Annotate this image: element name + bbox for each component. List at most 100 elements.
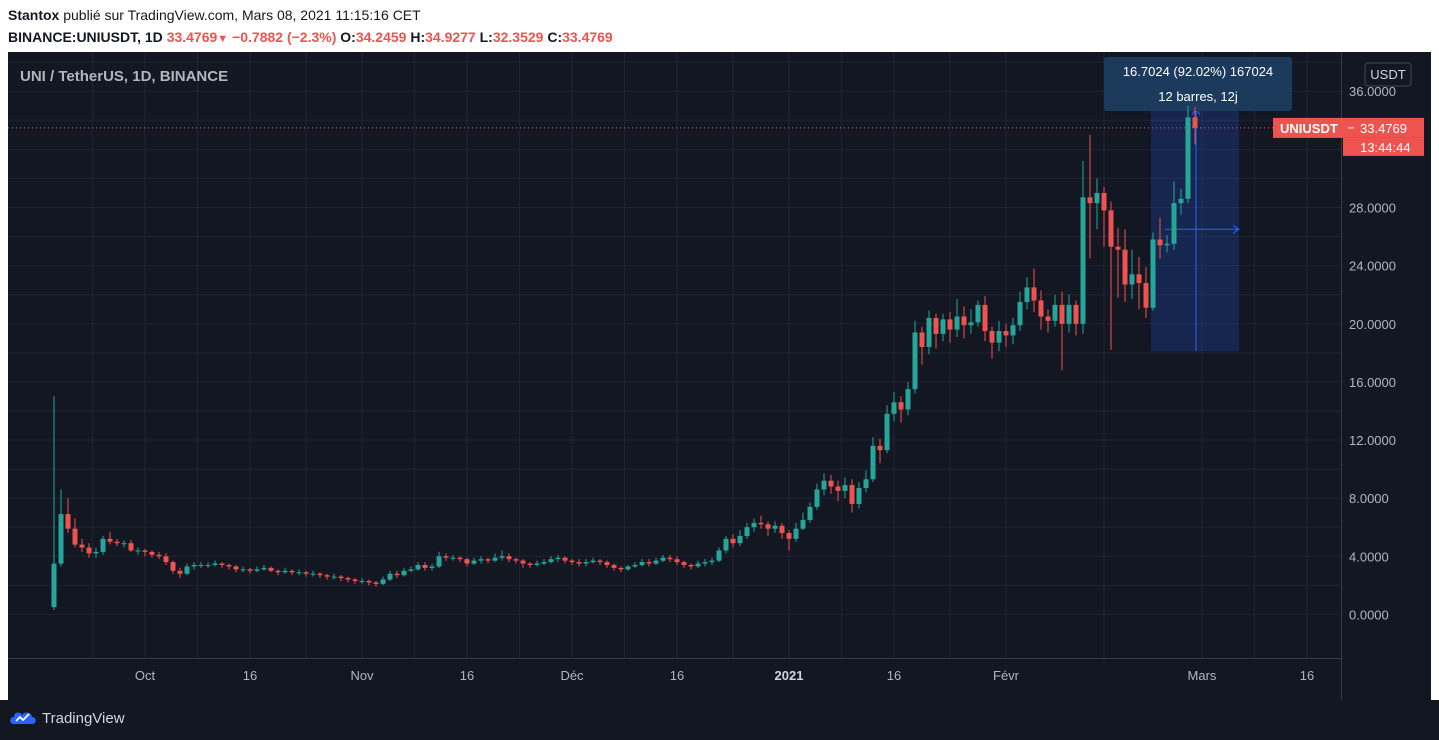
x-tick-label: 16 [1300,668,1314,683]
candle-body [870,445,876,480]
candle-body [562,557,568,561]
candle-body [688,564,694,567]
candlestick-chart[interactable]: Oct 16 Nov 16 Déc 16 2021 16 Févr Mars 16 16.7024 … [8,52,1431,700]
candle-body [219,563,225,565]
candle-body [772,525,778,529]
candle-body [800,519,806,529]
candle-body [464,559,470,564]
price-label-value: 33.4769 [1360,121,1407,136]
candle-body [58,514,64,564]
candle-body [940,319,946,334]
candle-body [1101,192,1107,211]
candle-body [933,317,939,334]
candle-body [135,550,141,552]
candle-body [1143,283,1149,308]
candle-body [436,556,442,567]
candle-body [849,485,855,504]
open-label: O: [340,29,356,45]
candle-body [737,535,743,544]
candle-body [1052,304,1058,321]
author-name[interactable]: Stantox [8,7,60,23]
candle-body [184,566,190,574]
y-tick-label: 4.0000 [1349,549,1389,564]
candle-body [142,550,148,552]
candle-body [506,556,512,560]
candle-body [1185,117,1191,199]
candles [51,105,1198,611]
tradingview-logo[interactable]: TradingView [8,708,125,728]
candle-body [1038,300,1044,317]
arrow-right-icon [1232,224,1240,234]
candle-body [205,564,211,566]
candle-body [695,563,701,567]
candle-body [527,563,533,565]
candle-body [170,562,176,571]
chart-area[interactable]: Oct 16 Nov 16 Déc 16 2021 16 Févr Mars 16 16.7024 … [8,52,1431,700]
candle-body [1115,246,1121,250]
candle-body [779,525,785,534]
candle-body [65,514,71,529]
close-value: 33.4769 [562,29,613,45]
ohlc-line: BINANCE:UNIUSDT, 1D 33.4769▼ −0.7882 (−2… [8,29,613,45]
candle-body [891,402,897,414]
publish-line: Stantox publié sur TradingView.com, Mars… [8,7,421,23]
close-label: C: [547,29,563,45]
candle-body [835,486,841,491]
candle-body [408,569,414,571]
candle-body [338,576,344,579]
candle-body [422,564,428,568]
x-tick-label: 2021 [775,668,804,683]
tradingview-cloud-icon [10,712,36,724]
candle-body [730,538,736,544]
y-tick-label: 24.0000 [1349,259,1396,274]
candle-body [905,389,911,410]
candle-body [198,564,204,566]
x-tick-label: 16 [887,668,901,683]
candle-body [597,560,603,563]
candle-body [884,413,890,451]
x-tick-label: 16 [670,668,684,683]
candle-body [72,528,78,545]
candle-body [702,562,708,564]
candle-body [744,527,750,536]
candle-body [86,547,92,554]
candle-body [429,566,435,568]
candle-body [450,557,456,559]
y-tick-label: 0.0000 [1349,607,1389,622]
candle-body [128,543,134,551]
candle-body [492,557,498,561]
low-value: 32.3529 [492,29,544,45]
candle-body [765,524,771,529]
candle-body [982,304,988,332]
candle-body [226,564,232,567]
candle-body [1087,197,1093,204]
measure-info-box [1104,57,1292,111]
candle-body [401,570,407,576]
price-label-name: UNIUSDT [1280,121,1338,136]
candle-body [975,304,981,323]
candle-body [93,551,99,554]
candle-body [660,557,666,561]
candle-body [1073,304,1079,324]
candle-body [149,551,155,555]
candle-body [751,522,757,528]
publish-header: Stantox publié sur TradingView.com, Mars… [0,0,1439,52]
candle-body [247,569,253,571]
measure-tool[interactable]: 16.7024 (92.02%) 167024 12 barres, 12j [1104,57,1292,352]
y-tick-label: 8.0000 [1349,491,1389,506]
candle-body [275,570,281,573]
candle-body [632,564,638,567]
x-tick-label: Mars [1188,668,1217,683]
candle-body [821,480,827,490]
candle-body [646,562,652,564]
candle-body [919,332,925,348]
candle-body [548,559,554,563]
candle-body [583,562,589,564]
candle-body [289,570,295,573]
candle-body [961,316,967,326]
candle-body [394,573,400,576]
candle-body [254,569,260,571]
candle-body [1157,239,1163,246]
candle-body [625,566,631,570]
candle-body [814,489,820,507]
